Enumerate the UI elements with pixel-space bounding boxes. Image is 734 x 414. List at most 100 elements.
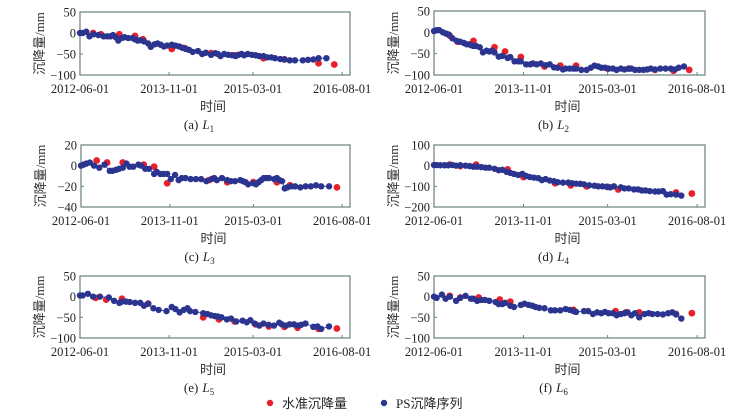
ps-point — [281, 56, 288, 63]
series-ps — [77, 159, 333, 192]
level-point — [150, 163, 158, 171]
caption-subscript: 5 — [210, 387, 215, 397]
ps-point — [192, 175, 200, 183]
ps-point — [433, 294, 440, 302]
caption-prefix: (f) — [539, 380, 552, 395]
ps-point — [79, 292, 86, 299]
plot-frame — [79, 11, 351, 76]
ps-point — [90, 162, 98, 169]
ps-point — [213, 176, 221, 184]
x-tick-label: 2016-08-01 — [313, 82, 371, 96]
level-point — [333, 325, 341, 332]
level-point — [330, 61, 338, 68]
y-axis-title: 沉降量/mm — [32, 276, 47, 339]
panel-caption: (c) L3 — [184, 249, 215, 266]
ps-point — [675, 64, 682, 71]
ps-point — [302, 183, 309, 190]
plot-frame — [80, 144, 351, 208]
ps-point — [286, 57, 293, 64]
ps-point — [667, 190, 674, 198]
ps-point — [486, 164, 493, 171]
ps-point — [578, 66, 585, 74]
ps-point — [646, 187, 653, 195]
y-tick-label: 50 — [418, 270, 431, 284]
series-ps — [76, 28, 330, 64]
y-tick-label: −100 — [50, 69, 76, 83]
legend-marker-level — [266, 399, 274, 407]
level-point — [315, 59, 322, 67]
ps-point — [559, 179, 567, 186]
caption-variable: L — [555, 380, 563, 395]
ps-point — [227, 315, 235, 322]
ps-point — [155, 306, 162, 314]
ps-point — [462, 292, 469, 300]
level-point — [333, 183, 341, 191]
ps-point — [202, 49, 210, 56]
caption-variable: L — [201, 380, 209, 395]
caption-prefix: (c) — [184, 249, 198, 264]
y-tick-label: −20 — [57, 180, 77, 194]
ps-point — [167, 175, 175, 183]
plot-frame — [433, 10, 706, 76]
ps-point — [310, 56, 317, 63]
x-tick-label: 2016-08-01 — [313, 214, 371, 228]
x-tick-label: 2015-03-01 — [224, 214, 282, 228]
x-tick-label: 2016-08-01 — [668, 214, 726, 228]
y-tick-label: 20 — [65, 139, 78, 153]
y-tick-label: −50 — [56, 311, 76, 325]
x-tick-label: 2013-11-01 — [140, 345, 198, 359]
caption-variable: L — [201, 117, 209, 132]
legend-marker-ps — [380, 399, 388, 407]
ps-point — [244, 181, 252, 188]
y-axis-title: 沉降量/mm — [386, 276, 401, 339]
caption-subscript: 6 — [563, 387, 568, 397]
ps-point — [189, 48, 196, 56]
ps-point — [536, 304, 543, 312]
ps-point — [517, 58, 525, 65]
ps-point — [131, 299, 139, 307]
y-tick-label: −100 — [404, 180, 430, 194]
ps-point — [218, 314, 225, 321]
ps-point — [584, 307, 592, 315]
ps-point — [299, 57, 307, 64]
ps-point — [672, 191, 680, 198]
ps-point — [551, 307, 559, 314]
x-tick-label: 2015-03-01 — [224, 82, 282, 96]
ps-point — [446, 293, 453, 300]
ps-point — [510, 303, 518, 311]
x-axis-title: 时间 — [200, 99, 226, 114]
ps-point — [130, 163, 137, 170]
ps-point — [260, 320, 267, 327]
plot-frame — [79, 275, 351, 339]
ps-point — [278, 177, 286, 185]
ps-point — [218, 174, 226, 182]
ps-point — [312, 182, 320, 189]
ps-point — [678, 315, 685, 322]
ps-point — [554, 64, 561, 71]
y-axis-title: 沉降量/mm — [33, 145, 48, 208]
y-tick-label: −200 — [404, 201, 430, 215]
ps-point — [119, 164, 126, 171]
y-tick-label: 0 — [424, 159, 430, 173]
panel-caption: (f) L6 — [539, 380, 568, 397]
y-tick-label: −50 — [56, 48, 76, 62]
ps-point — [662, 65, 669, 72]
caption-variable: L — [556, 249, 564, 264]
x-tick-label: 2016-08-01 — [668, 345, 726, 359]
y-tick-label: −40 — [57, 201, 77, 215]
ps-point — [145, 165, 153, 172]
ps-point — [265, 321, 272, 328]
ps-point — [302, 320, 309, 327]
panel-caption: (b) L2 — [538, 117, 569, 134]
x-tick-label: 2015-03-01 — [224, 345, 282, 359]
panel-caption: (d) L4 — [538, 249, 569, 266]
ps-point — [110, 297, 118, 304]
y-tick-label: −50 — [410, 47, 430, 61]
ps-point — [126, 298, 134, 306]
ps-point — [203, 177, 210, 185]
series-ps — [430, 161, 685, 199]
